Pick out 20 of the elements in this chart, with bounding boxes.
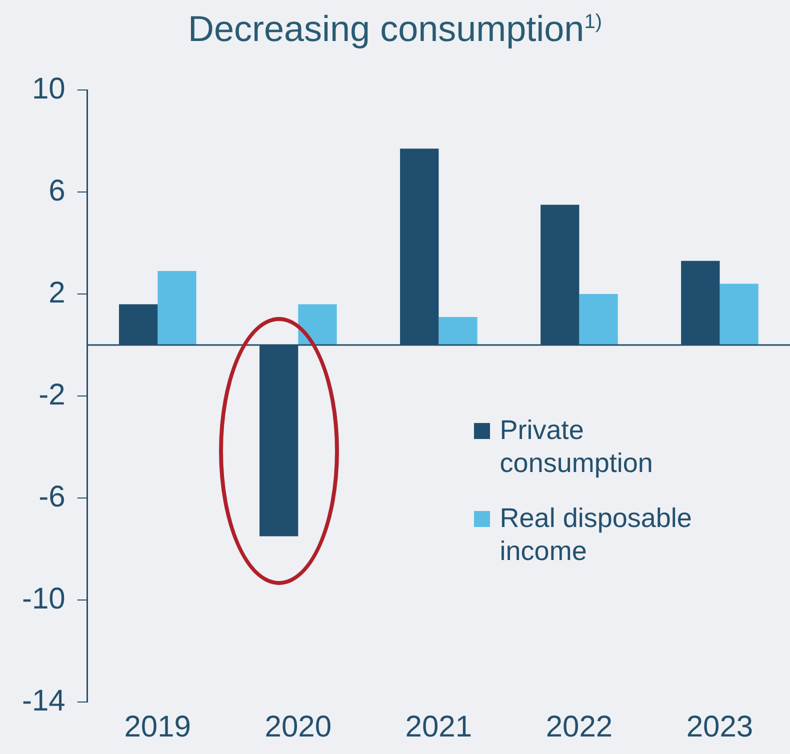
y-tick-label: -6	[38, 480, 66, 514]
bar	[438, 316, 478, 345]
x-tick-label: 2019	[124, 710, 191, 744]
x-tick-label: 2022	[546, 710, 613, 744]
legend-label: Real disposable income	[500, 502, 693, 568]
bar	[579, 294, 618, 345]
bar	[720, 284, 758, 345]
y-tick-label: -10	[22, 582, 66, 616]
bar	[158, 271, 196, 345]
y-tick-label: -2	[38, 378, 66, 412]
x-tick-label: 2021	[405, 710, 472, 744]
x-tick-label: 2023	[686, 710, 754, 744]
legend-label: Private consumption	[500, 414, 654, 480]
y-tick-label: 6	[48, 174, 66, 208]
y-tick-label: 2	[48, 276, 66, 310]
chart-title: Decreasing consumption$^{1)}$	[186, 8, 603, 50]
bar	[298, 304, 337, 345]
y-tick-label: 10	[32, 72, 66, 106]
x-tick-label: 2020	[264, 710, 332, 744]
y-tick-label: -14	[22, 684, 66, 718]
